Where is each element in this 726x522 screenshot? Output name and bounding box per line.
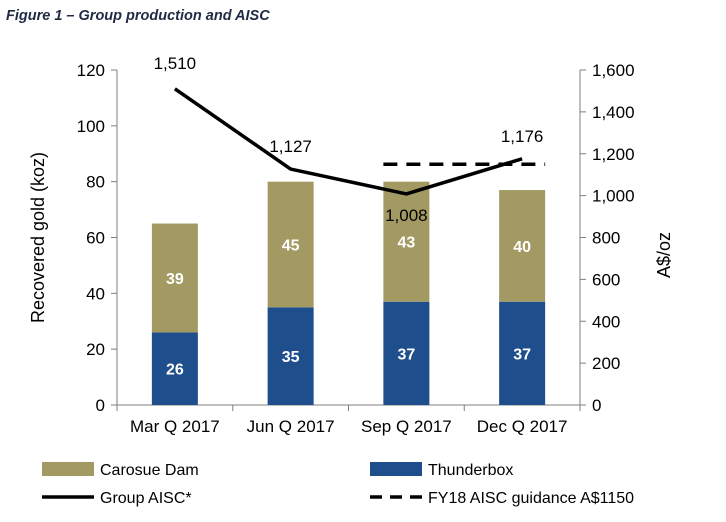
legend-carosue-dam-label: Carosue Dam <box>100 462 199 479</box>
line-group-aisc <box>173 87 523 196</box>
bar-carosue-dam <box>383 181 430 302</box>
figure-title: Figure 1 – Group production and AISC <box>6 8 270 24</box>
y-tick-label-left: 40 <box>86 284 105 303</box>
bar-label-thunderbox: 26 <box>166 362 184 379</box>
y-tick-label-right: 600 <box>592 270 620 289</box>
y-axis-title-right: A$/oz <box>654 232 674 278</box>
bar-carosue-dam <box>267 181 314 308</box>
y-tick-label-right: 1,000 <box>592 187 635 206</box>
y-tick-label-right: 400 <box>592 312 620 331</box>
legend-thunderbox-label: Thunderbox <box>428 462 513 479</box>
x-tick-label: Sep Q 2017 <box>361 417 452 436</box>
x-tick-label: Dec Q 2017 <box>477 417 568 436</box>
y-tick-label-left: 0 <box>96 396 105 415</box>
y-tick-label-right: 800 <box>592 229 620 248</box>
bar-label-thunderbox: 35 <box>282 349 300 366</box>
y-tick-label-right: 1,600 <box>592 61 635 80</box>
bar-label-thunderbox: 37 <box>513 346 531 363</box>
y-tick-label-right: 1,200 <box>592 145 635 164</box>
bar-thunderbox <box>499 301 546 405</box>
aisc-data-label: 1,176 <box>501 127 544 146</box>
y-tick-label-left: 100 <box>77 117 105 136</box>
y-tick-label-left: 120 <box>77 61 105 80</box>
bar-carosue-dam <box>151 223 198 333</box>
legend-thunderbox-swatch <box>370 462 422 476</box>
aisc-data-label: 1,008 <box>385 206 428 225</box>
x-tick-label: Mar Q 2017 <box>130 417 220 436</box>
legend-fy18-guidance-label: FY18 AISC guidance A$1150 <box>428 490 634 507</box>
bar-label-thunderbox: 37 <box>397 346 415 363</box>
y-tick-label-left: 80 <box>86 173 105 192</box>
y-tick-label-right: 200 <box>592 354 620 373</box>
bar-label-carosue-dam: 39 <box>166 271 184 288</box>
x-tick-label: Jun Q 2017 <box>247 417 335 436</box>
y-tick-label-right: 1,400 <box>592 103 635 122</box>
y-axis-title-left: Recovered gold (koz) <box>28 152 48 323</box>
y-tick-label-right: 0 <box>592 396 601 415</box>
y-tick-label-left: 20 <box>86 340 105 359</box>
bar-label-carosue-dam: 45 <box>282 237 300 254</box>
bar-thunderbox <box>383 301 430 405</box>
aisc-data-label: 1,510 <box>154 54 197 73</box>
aisc-data-label: 1,127 <box>269 137 312 156</box>
legend-group-aisc-label: Group AISC* <box>100 490 192 507</box>
legend-carosue-dam-swatch <box>42 462 94 476</box>
y-tick-label-left: 60 <box>86 229 105 248</box>
bar-thunderbox <box>267 307 314 405</box>
bar-thunderbox <box>151 332 198 405</box>
bar-label-carosue-dam: 40 <box>513 239 531 256</box>
bar-label-carosue-dam: 43 <box>397 235 415 252</box>
bar-carosue-dam <box>499 190 546 302</box>
